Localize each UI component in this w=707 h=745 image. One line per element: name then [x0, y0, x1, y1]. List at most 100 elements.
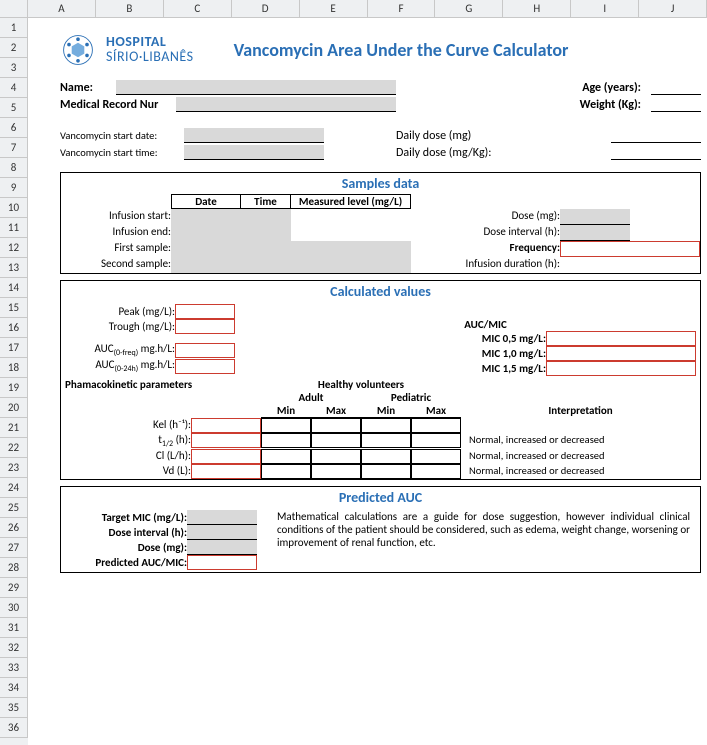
row-header[interactable]: 16	[0, 318, 28, 338]
kel-ped-max	[411, 418, 461, 433]
time-header: Time	[241, 194, 291, 209]
row-header[interactable]: 9	[0, 178, 28, 198]
col-header[interactable]: E	[300, 0, 368, 18]
cl-output	[191, 449, 261, 464]
col-header[interactable]: C	[164, 0, 232, 18]
page-title: Vancomycin Area Under the Curve Calculat…	[234, 39, 569, 61]
row-header[interactable]: 8	[0, 158, 28, 178]
infusion-duration-output	[560, 257, 630, 273]
name-input[interactable]	[116, 80, 396, 95]
second-sample-time[interactable]	[241, 257, 291, 273]
dose-mg-input[interactable]	[560, 209, 630, 225]
weight-input[interactable]	[651, 98, 701, 112]
first-sample-date[interactable]	[171, 241, 241, 257]
first-sample-time[interactable]	[241, 241, 291, 257]
row-header[interactable]: 10	[0, 198, 28, 218]
start-time-input[interactable]	[184, 145, 324, 160]
infusion-end-time[interactable]	[241, 225, 291, 241]
col-header[interactable]: I	[571, 0, 639, 18]
row-header[interactable]: 36	[0, 718, 28, 738]
infusion-end-date[interactable]	[171, 225, 241, 241]
row-header[interactable]: 21	[0, 418, 28, 438]
row-headers: 1 2 3 4 5 6 7 8 9 10 11 12 13 14 15 16 1…	[0, 18, 28, 745]
row-header[interactable]: 20	[0, 398, 28, 418]
col-header[interactable]: D	[232, 0, 300, 18]
row-header[interactable]: 17	[0, 338, 28, 358]
col-header[interactable]: F	[368, 0, 436, 18]
mrn-input[interactable]	[176, 97, 396, 112]
auc-24-label: AUC(0-24h) mg.h/L:	[65, 358, 175, 374]
pred-dose-mg-input[interactable]	[187, 540, 257, 555]
row-header[interactable]: 32	[0, 638, 28, 658]
row-header[interactable]: 19	[0, 378, 28, 398]
mic15-label: MIC 1,5 mg/L:	[275, 362, 546, 375]
row-header[interactable]: 18	[0, 358, 28, 378]
mic05-label: MIC 0,5 mg/L:	[275, 332, 546, 345]
row-header[interactable]: 30	[0, 598, 28, 618]
row-header[interactable]: 22	[0, 438, 28, 458]
frequency-label: Frequency:	[411, 241, 560, 257]
row-header[interactable]: 6	[0, 118, 28, 138]
daily-dose-kg-input[interactable]	[611, 146, 701, 160]
infusion-end-label: Infusion end:	[61, 225, 171, 241]
row-header[interactable]: 15	[0, 298, 28, 318]
col-header[interactable]: B	[96, 0, 164, 18]
row-header[interactable]: 7	[0, 138, 28, 158]
row-header[interactable]: 35	[0, 698, 28, 718]
col-header[interactable]: A	[28, 0, 96, 18]
t12-ped-max	[411, 433, 461, 448]
dose-mg-label: Dose (mg):	[411, 209, 560, 225]
trough-output	[175, 319, 235, 334]
row-header[interactable]: 24	[0, 478, 28, 498]
row-header[interactable]: 5	[0, 98, 28, 118]
vd-ped-max	[411, 464, 461, 479]
date-header: Date	[171, 194, 241, 209]
row-header[interactable]: 11	[0, 218, 28, 238]
target-mic-input[interactable]	[187, 510, 257, 525]
peak-output	[175, 304, 235, 319]
col-header[interactable]: H	[503, 0, 571, 18]
row-header[interactable]: 14	[0, 278, 28, 298]
frequency-output	[560, 241, 700, 257]
col-header[interactable]: J	[639, 0, 707, 18]
row-header[interactable]: 4	[0, 78, 28, 98]
vd-adult-min	[261, 464, 311, 479]
row-header[interactable]: 12	[0, 238, 28, 258]
second-sample-date[interactable]	[171, 257, 241, 273]
start-date-input[interactable]	[184, 128, 324, 143]
daily-dose-mg-input[interactable]	[611, 129, 701, 143]
kel-ped-min	[361, 418, 411, 433]
col-header[interactable]: G	[435, 0, 503, 18]
row-header[interactable]: 33	[0, 658, 28, 678]
worksheet[interactable]: HOSPITAL SÍRIO·LIBANÊS Vancomycin Area U…	[28, 18, 707, 745]
second-sample-level[interactable]	[291, 257, 411, 273]
row-header[interactable]: 26	[0, 518, 28, 538]
row-header[interactable]: 1	[0, 18, 28, 38]
auc-24-output	[175, 359, 235, 374]
row-header[interactable]: 28	[0, 558, 28, 578]
pred-dose-interval-input[interactable]	[187, 525, 257, 540]
vd-interpret: Normal, increased or decreased	[461, 464, 700, 479]
age-input[interactable]	[651, 81, 701, 95]
row-header[interactable]: 2	[0, 38, 28, 58]
row-header[interactable]: 25	[0, 498, 28, 518]
row-header[interactable]: 13	[0, 258, 28, 278]
daily-dose-kg-label: Daily dose (mg/Kg):	[396, 146, 491, 160]
row-header[interactable]: 34	[0, 678, 28, 698]
row-header[interactable]: 27	[0, 538, 28, 558]
cl-adult-min	[261, 449, 311, 464]
row-header[interactable]: 3	[0, 58, 28, 78]
first-sample-level[interactable]	[291, 241, 411, 257]
row-header[interactable]: 29	[0, 578, 28, 598]
dose-interval-input[interactable]	[560, 225, 630, 241]
infusion-start-date[interactable]	[171, 209, 241, 225]
pred-auc-mic-label: Predicted AUC/MIC:	[67, 556, 187, 569]
row-header[interactable]: 31	[0, 618, 28, 638]
row-header[interactable]: 23	[0, 458, 28, 478]
auc-freq-output	[175, 343, 235, 358]
pediatric-header: Pediatric	[361, 391, 461, 404]
kel-adult-min	[261, 418, 311, 433]
pk-params-header: Phamacokinetic parameters	[61, 378, 261, 391]
infusion-start-time[interactable]	[241, 209, 291, 225]
interpretation-header: Interpretation	[461, 404, 700, 418]
